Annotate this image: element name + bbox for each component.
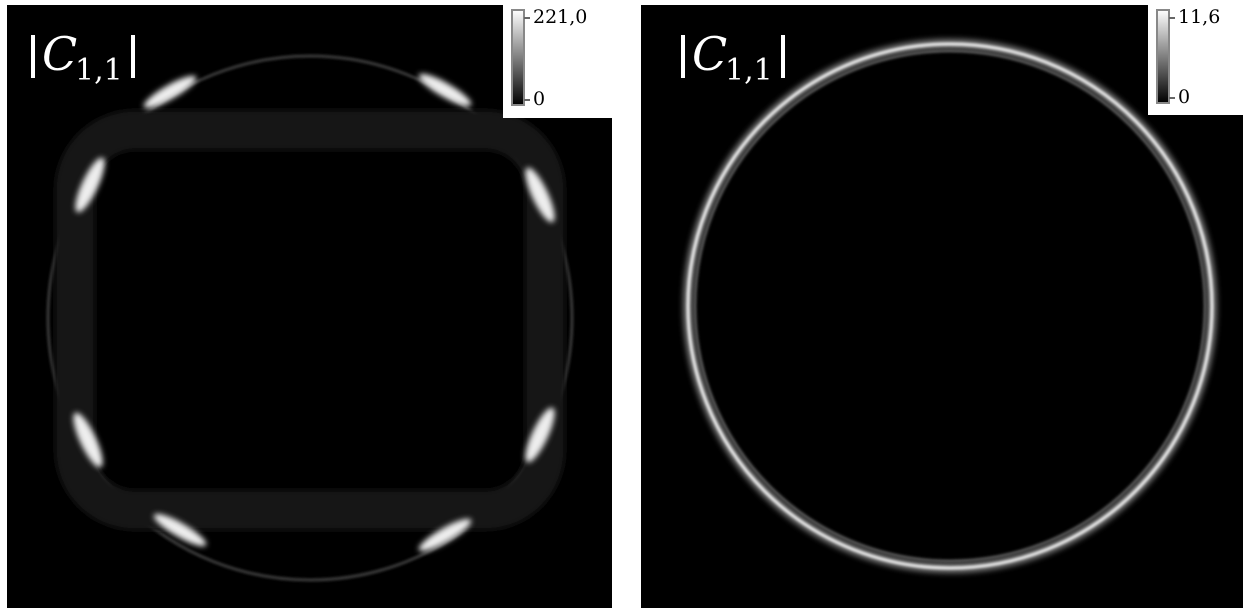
colorbar [1156,9,1170,104]
panel-label-subscript: 1,1 [75,53,123,88]
colorbar-min: 0 [1178,86,1190,108]
ring-inner [694,50,1206,562]
panel-label: C [42,27,77,81]
colorbar [511,9,525,106]
panel-label: C [692,27,727,81]
panel-label-subscript: 1,1 [725,53,773,88]
image-background [641,5,1243,608]
hot-spots [73,73,555,552]
colorbar-min: 0 [533,88,545,110]
artifact [55,110,565,530]
ring [46,54,574,582]
abs-bars [681,35,785,78]
ring [686,42,1214,570]
abs-bars [31,35,135,78]
colorbar-max: 11,6 [1178,6,1220,28]
panel-left: C 1,1 221,0 0 [7,5,612,608]
colorbar-max: 221,0 [533,6,587,28]
panel-right: C 1,1 11,6 0 [641,5,1243,608]
